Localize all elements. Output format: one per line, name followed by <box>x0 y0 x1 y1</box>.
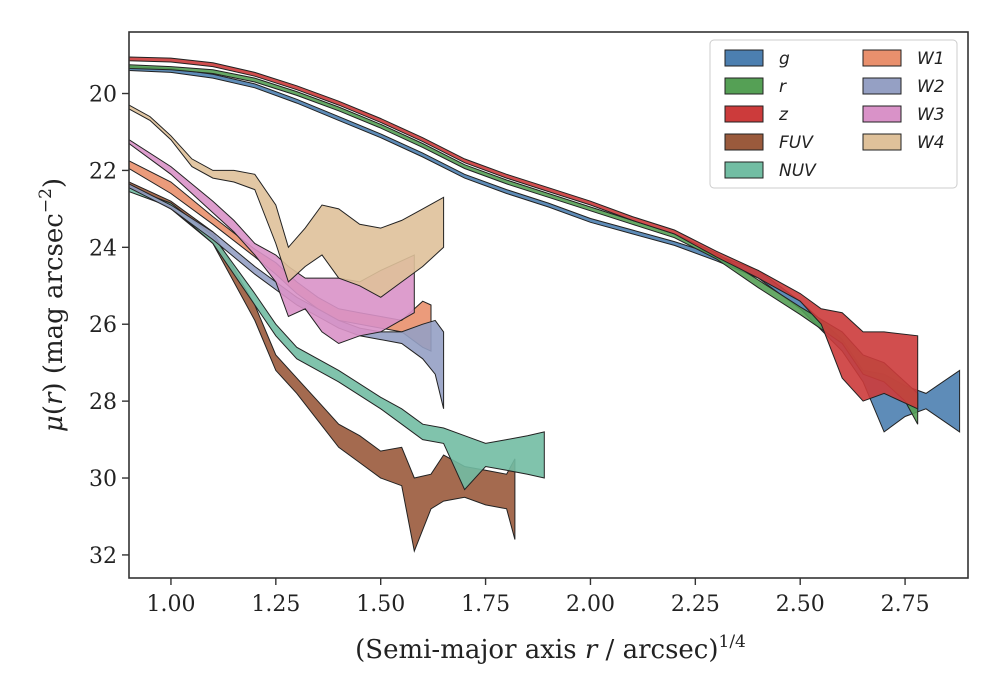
y-tick-label: 30 <box>89 467 117 492</box>
band-w4 <box>129 104 445 298</box>
legend-item-w4: W4 <box>862 133 945 153</box>
y-tick-label: 28 <box>89 390 117 415</box>
legend-item-z: z <box>724 105 789 125</box>
x-axis-label: (Semi-major axis r / arcsec)1/4 <box>355 632 746 665</box>
legend-label: W3 <box>917 105 945 125</box>
legend-swatch <box>724 77 764 95</box>
y-tick-label: 24 <box>89 236 117 261</box>
legend-item-r: r <box>724 77 787 97</box>
legend-swatch <box>724 161 764 179</box>
legend-item-g: g <box>724 49 790 69</box>
legend-swatch <box>724 133 764 151</box>
band-z <box>129 56 919 410</box>
x-tick-label: 1.75 <box>461 592 510 617</box>
legend-item-w3: W3 <box>862 105 945 125</box>
y-tick-label: 22 <box>89 159 117 184</box>
legend-swatch <box>862 105 902 123</box>
legend-label: NUV <box>779 161 817 181</box>
x-axis-ticks: 1.00 1.25 1.50 1.75 2.00 2.25 2.50 2.75 <box>146 578 930 617</box>
plot-frame <box>128 31 969 579</box>
data-bands <box>129 56 961 553</box>
legend-label: r <box>779 77 787 97</box>
y-axis-label: μ(r) (mag arcsec−2) <box>36 178 69 432</box>
legend: grz FUV NUV W1 W2 W3 W4 <box>709 39 958 189</box>
legend-item-nuv: NUV <box>724 161 817 181</box>
legend-swatch <box>862 77 902 95</box>
legend-label: z <box>778 105 789 125</box>
legend-box <box>709 39 958 189</box>
legend-item-w1: W1 <box>862 49 945 69</box>
legend-label: FUV <box>779 133 814 153</box>
legend-swatch <box>862 49 902 67</box>
x-tick-label: 2.50 <box>776 592 825 617</box>
y-axis-ticks: 20 22 24 26 28 30 32 <box>89 83 129 569</box>
x-tick-label: 1.25 <box>251 592 300 617</box>
legend-swatch <box>724 49 764 67</box>
band-w3 <box>129 139 415 345</box>
x-tick-label: 2.25 <box>671 592 720 617</box>
legend-label: W4 <box>917 133 945 153</box>
legend-label: g <box>779 49 790 69</box>
legend-swatch <box>724 105 764 123</box>
x-tick-label: 2.75 <box>881 592 930 617</box>
y-tick-label: 26 <box>89 313 117 338</box>
y-tick-label: 20 <box>89 83 117 108</box>
band-r <box>129 64 919 425</box>
legend-label: W1 <box>917 49 945 69</box>
legend-item-fuv: FUV <box>724 133 814 153</box>
band-nuv <box>129 187 545 491</box>
legend-item-w2: W2 <box>862 77 945 97</box>
x-tick-label: 1.00 <box>146 592 195 617</box>
x-tick-label: 1.50 <box>356 592 405 617</box>
x-tick-label: 2.00 <box>566 592 615 617</box>
legend-swatch <box>862 133 902 151</box>
band-fuv <box>129 181 516 553</box>
y-tick-label: 32 <box>89 544 117 569</box>
legend-label: W2 <box>917 77 945 97</box>
